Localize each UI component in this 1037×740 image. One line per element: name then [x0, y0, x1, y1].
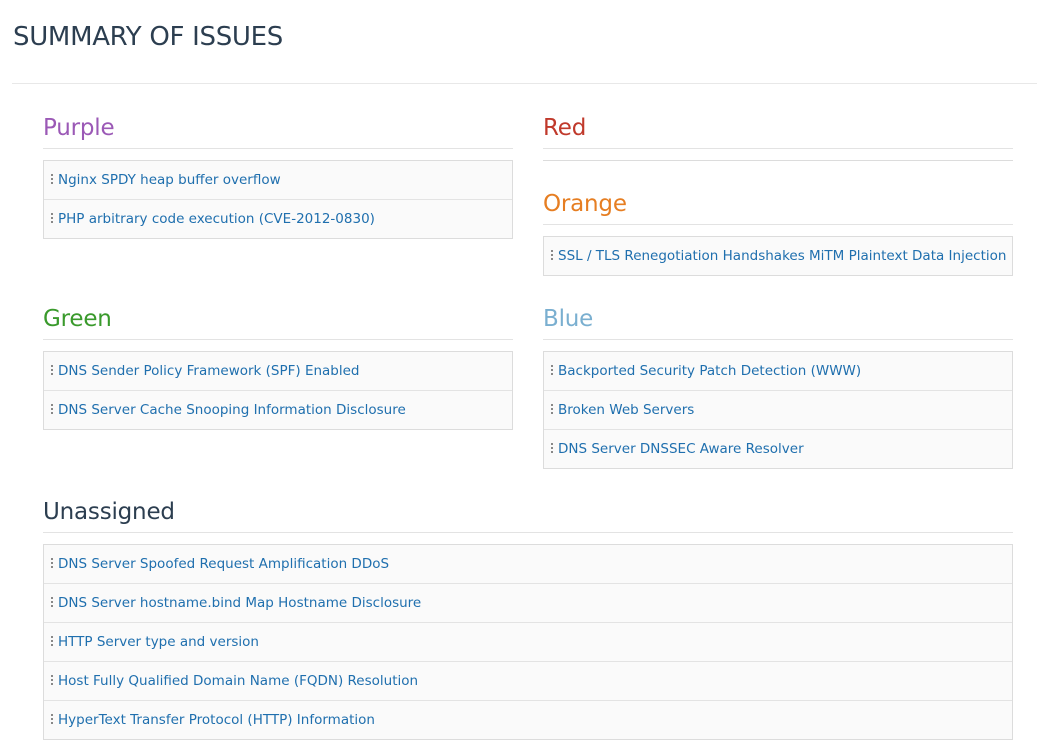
issue-list: SSL / TLS Renegotiation Handshakes MiTM … [543, 236, 1013, 276]
section: Purple Nginx SPDY heap buffer overflow PHP… [43, 111, 513, 239]
drag-handle[interactable] [551, 250, 553, 261]
divider [12, 83, 1037, 84]
drag-handle[interactable] [551, 443, 553, 454]
drag-handle[interactable] [51, 174, 53, 185]
section: Blue Backported Security Patch Detection … [543, 302, 1013, 469]
page: SUMMARY OF ISSUES Purple Nginx SPDY heap … [12, 22, 1037, 740]
issue-item[interactable]: SSL / TLS Renegotiation Handshakes MiTM … [544, 237, 1012, 275]
section-heading: Green [43, 302, 513, 340]
issue-item[interactable]: HyperText Transfer Protocol (HTTP) Infor… [44, 700, 1012, 739]
section-heading: Unassigned [43, 495, 1013, 533]
section-heading: Orange [543, 187, 1013, 225]
issue-link[interactable]: PHP arbitrary code execution (CVE-2012-0… [58, 211, 375, 227]
drag-handle[interactable] [551, 404, 553, 415]
issue-link[interactable]: HTTP Server type and version [58, 634, 259, 650]
section-heading: Blue [543, 302, 1013, 340]
drag-handle[interactable] [51, 404, 53, 415]
issue-item[interactable]: DNS Server hostname.bind Map Hostname Di… [44, 583, 1012, 622]
section: Green DNS Sender Policy Framework (SPF) E… [43, 302, 513, 430]
issue-link[interactable]: DNS Sender Policy Framework (SPF) Enable… [58, 363, 360, 379]
drag-handle[interactable] [51, 714, 53, 725]
issue-link[interactable]: HyperText Transfer Protocol (HTTP) Infor… [58, 712, 375, 728]
section-heading: Red [543, 111, 1013, 149]
drag-handle[interactable] [51, 365, 53, 376]
section: Unassigned DNS Server Spoofed Request Amp… [43, 495, 1013, 740]
section-heading: Purple [43, 111, 513, 149]
issue-link[interactable]: Broken Web Servers [558, 402, 695, 418]
issue-item[interactable]: DNS Sender Policy Framework (SPF) Enable… [44, 352, 512, 390]
issue-item[interactable]: Backported Security Patch Detection (WWW… [544, 352, 1012, 390]
issue-list: Nginx SPDY heap buffer overflow PHP arbit… [43, 160, 513, 239]
issue-link[interactable]: SSL / TLS Renegotiation Handshakes MiTM … [558, 248, 1007, 264]
issue-list: DNS Sender Policy Framework (SPF) Enable… [43, 351, 513, 430]
issue-link[interactable]: DNS Server Spoofed Request Amplification… [58, 556, 390, 572]
page-title: SUMMARY OF ISSUES [13, 22, 283, 52]
issue-link[interactable]: DNS Server hostname.bind Map Hostname Di… [58, 595, 422, 611]
issue-item[interactable]: DNS Server DNSSEC Aware Resolver [544, 429, 1012, 468]
issue-list: DNS Server Spoofed Request Amplification… [43, 544, 1013, 740]
drag-handle[interactable] [551, 365, 553, 376]
issue-link[interactable]: DNS Server DNSSEC Aware Resolver [558, 441, 804, 457]
issue-list [543, 160, 1013, 161]
issue-item[interactable]: DNS Server Cache Snooping Information Di… [44, 390, 512, 429]
drag-handle[interactable] [51, 675, 53, 686]
section: Red [543, 111, 1013, 161]
issue-item[interactable]: HTTP Server type and version [44, 622, 1012, 661]
issue-link[interactable]: Backported Security Patch Detection (WWW… [558, 363, 862, 379]
issue-link[interactable]: Nginx SPDY heap buffer overflow [58, 172, 281, 188]
issue-item[interactable]: Broken Web Servers [544, 390, 1012, 429]
issue-item[interactable]: Host Fully Qualified Domain Name (FQDN) … [44, 661, 1012, 700]
issue-item[interactable]: PHP arbitrary code execution (CVE-2012-0… [44, 199, 512, 238]
drag-handle[interactable] [51, 558, 53, 569]
drag-handle[interactable] [51, 636, 53, 647]
issue-item[interactable]: DNS Server Spoofed Request Amplification… [44, 545, 1012, 583]
drag-handle[interactable] [51, 597, 53, 608]
issue-link[interactable]: Host Fully Qualified Domain Name (FQDN) … [58, 673, 419, 689]
issue-link[interactable]: DNS Server Cache Snooping Information Di… [58, 402, 406, 418]
issue-list: Backported Security Patch Detection (WWW… [543, 351, 1013, 469]
section: Orange SSL / TLS Renegotiation Handshakes… [543, 187, 1013, 276]
issue-item[interactable]: Nginx SPDY heap buffer overflow [44, 161, 512, 199]
drag-handle[interactable] [51, 213, 53, 224]
